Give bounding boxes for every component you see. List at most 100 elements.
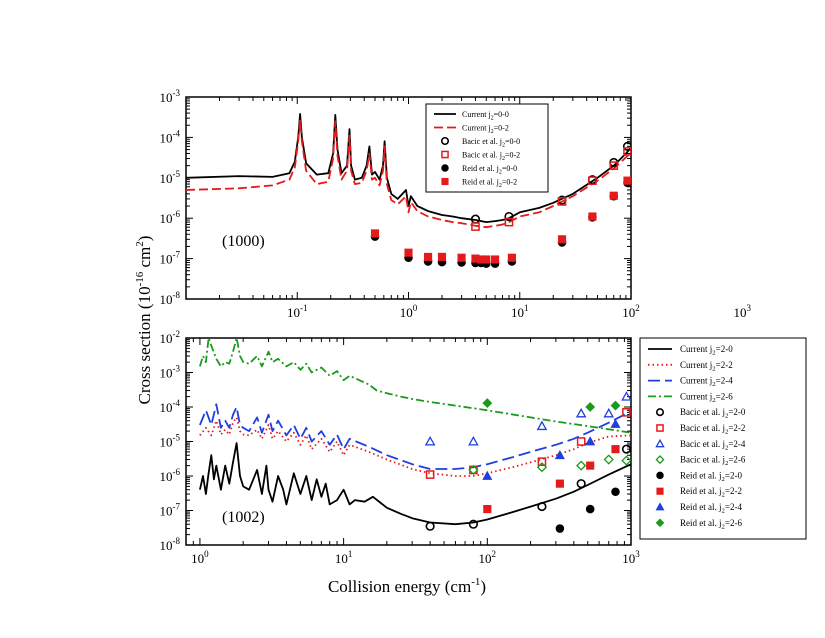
data-point [457,253,466,262]
legend-marker [655,502,665,511]
legend-entry: Bacic et al. j2=0-0 [462,137,520,149]
data-point [603,407,615,418]
data-point [585,436,596,446]
y-tick-label: 10-5 [160,169,181,186]
legend-marker [440,136,450,146]
data-point [425,521,435,531]
x-tick-label: 102 [622,303,640,320]
data-point [471,222,480,231]
x-tick-label: 101 [511,303,529,320]
y-tick-label: 10-8 [160,290,181,307]
x-axis-label: Collision energy (cm-1) [328,576,486,596]
panel-top: 10-1 100 101 102 103 10-8 10-7 10-6 10-5 10-4 10-3… [160,88,752,320]
data-point [482,470,493,480]
data-point [507,253,516,262]
legend-entry: Bacic et al. j2=0-2 [462,151,520,163]
legend-entry: Current j2=2-2 [680,360,733,373]
x-tick-label: 103 [622,549,640,566]
data-point [557,197,567,206]
y-tick-label: 10-5 [160,433,181,450]
legend-entry: Bacic et al. j2=2-4 [680,439,746,452]
data-point [586,461,595,470]
data-point [588,212,597,221]
plot-data [186,113,631,268]
legend-marker [656,424,664,432]
legend-entry: Reid et al. j2=2-6 [680,518,742,531]
y-tick-label: 10-4 [160,128,181,145]
legend-entry: Reid et al. j2=2-4 [680,502,742,515]
legend-marker [655,438,665,448]
data-point [370,229,380,238]
data-point [621,455,631,466]
legend-marker [656,471,664,480]
legend-entry: Current j2=0-2 [462,124,509,136]
legend: Current j2=2-0 Current j2=2-2 Current j2=2… [639,337,807,540]
legend-box [425,103,549,193]
legend-entry: Reid et al. j2=0-0 [462,164,517,176]
plot-data [199,338,631,533]
data-point [468,519,478,529]
data-point [609,161,619,170]
data-point [537,457,547,467]
data-point [404,248,413,257]
y-tick-label: 10-7 [160,250,181,267]
data-point [468,435,479,446]
data-point [437,252,447,261]
y-tick-label: 10-3 [160,88,181,105]
legend-box [639,337,807,540]
legend-entry: Current j2=2-0 [680,344,733,357]
legend-marker [655,408,665,417]
data-point [585,402,596,412]
data-point [536,462,548,473]
data-point [585,504,595,514]
y-tick-label: 10-2 [160,329,181,346]
series-line-1 [199,416,631,477]
y-tick-label: 10-6 [160,467,181,484]
data-point [611,445,620,454]
series-line-0 [186,113,631,223]
data-point [537,501,547,512]
data-point [588,176,597,185]
data-point [504,217,514,227]
legend-marker [655,455,665,465]
data-point [504,211,514,222]
legend-entry: Bacic et al. j2=2-0 [680,407,746,420]
x-tick-label: 101 [335,549,353,566]
series-line-3 [199,338,631,434]
data-point [555,479,564,488]
data-point [622,408,631,417]
x-tick-label: 102 [479,549,497,566]
legend-entry: Current j2=0-0 [462,110,509,122]
data-point [536,420,548,431]
data-point [424,252,433,261]
data-point [482,398,493,408]
data-point [557,235,567,244]
data-point [610,400,621,411]
data-point [576,460,587,471]
legend-entry: Reid et al. j2=2-2 [680,486,742,499]
data-point [483,505,492,514]
legend-marker [441,177,449,186]
legend-marker [655,518,665,528]
data-point [621,391,631,401]
data-point [622,141,631,151]
legend-entry: Reid et al. j2=0-2 [462,178,517,190]
x-tick-label: 103 [734,303,752,320]
y-tick-label: 10-7 [160,502,181,519]
data-point [623,176,631,185]
data-point [609,191,618,200]
data-point [603,454,614,465]
legend-entry: Bacic et al. j2=2-6 [680,455,746,468]
y-tick-label: 10-3 [160,364,181,381]
data-point [621,444,631,454]
data-point [576,479,586,489]
data-point [623,147,631,156]
x-tick-label: 100 [400,303,418,320]
data-point [490,255,500,264]
series-line-0 [199,442,631,526]
data-point [424,435,436,446]
series-line-2 [199,403,631,470]
y-tick-label: 10-8 [160,536,181,553]
